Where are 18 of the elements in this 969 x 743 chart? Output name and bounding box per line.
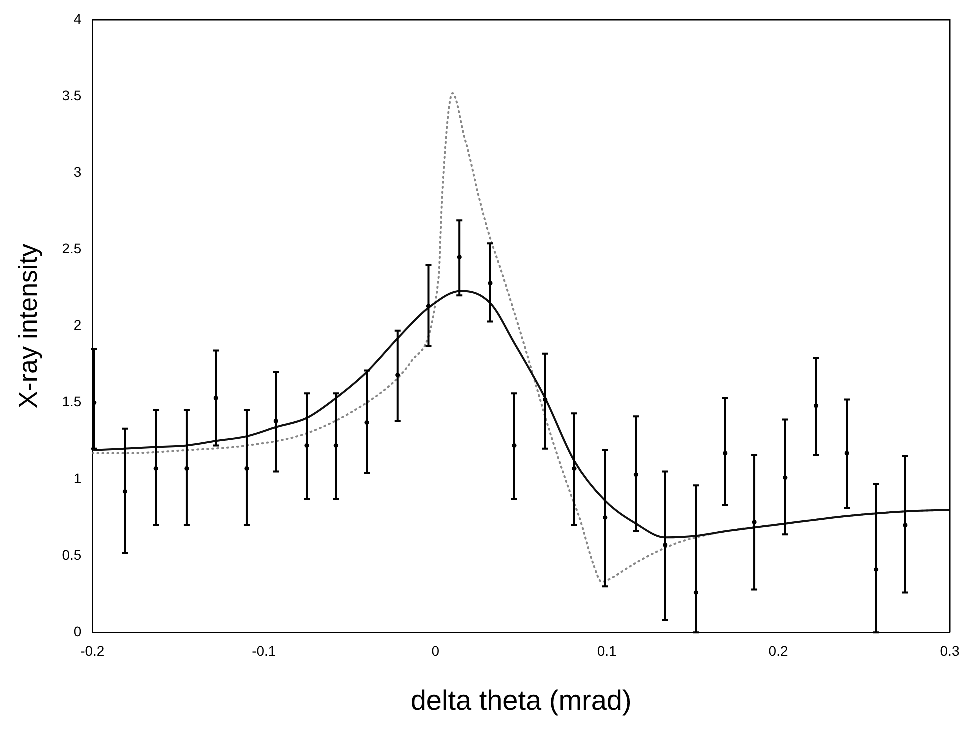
x-tick-label: 0 xyxy=(432,642,440,659)
x-tick-label: 0.3 xyxy=(940,642,960,659)
y-tick-label: 1 xyxy=(74,470,82,486)
y-tick-label: 2.5 xyxy=(62,240,82,257)
x-tick-label: -0.2 xyxy=(80,642,105,659)
y-tick-label: 0.5 xyxy=(62,546,82,563)
x-axis-title: delta theta (mrad) xyxy=(410,684,632,716)
y-tick-label: 0 xyxy=(74,623,82,640)
y-tick-label: 4 xyxy=(74,10,82,27)
x-tick-label: 0.2 xyxy=(768,642,788,659)
y-axis-title: X-ray intensity xyxy=(12,244,43,409)
y-tick-label: 2 xyxy=(74,317,82,334)
line-series xyxy=(93,290,950,539)
y-tick-label: 3.5 xyxy=(62,87,82,104)
y-tick-label: 3 xyxy=(74,164,82,180)
y-tick-label: 1.5 xyxy=(62,394,82,410)
x-tick-label: -0.1 xyxy=(252,642,276,659)
x-tick-label: 0.1 xyxy=(597,642,618,659)
